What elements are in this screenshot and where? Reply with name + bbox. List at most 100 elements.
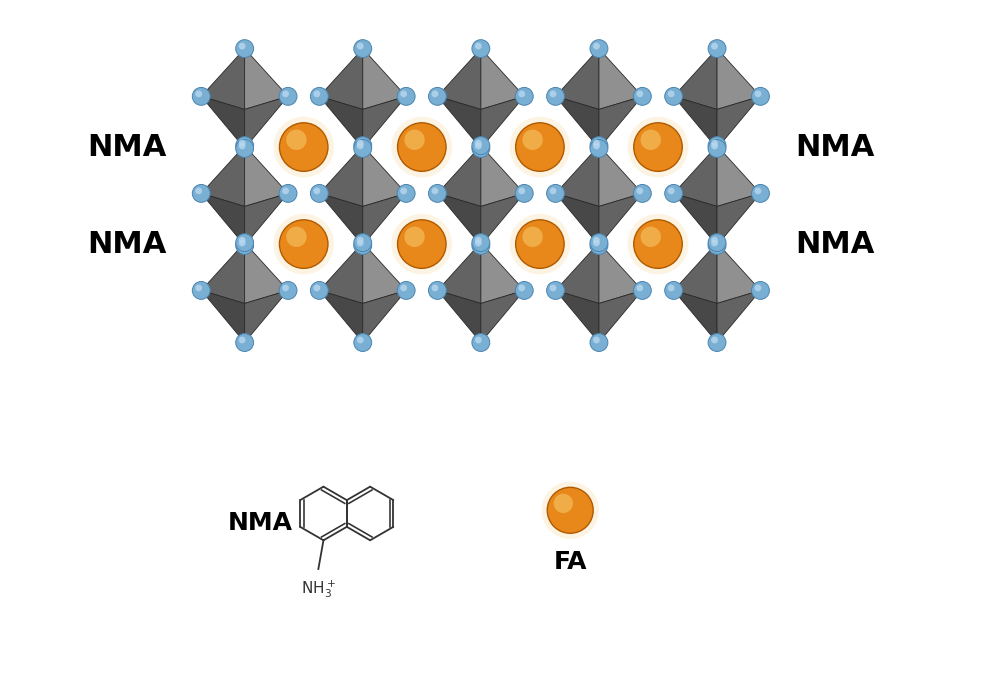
Circle shape — [195, 188, 202, 195]
Circle shape — [357, 336, 364, 343]
Circle shape — [239, 142, 246, 149]
Polygon shape — [599, 49, 642, 109]
Circle shape — [195, 90, 202, 97]
Circle shape — [708, 234, 726, 252]
Circle shape — [236, 236, 254, 254]
Polygon shape — [599, 243, 642, 304]
Circle shape — [195, 284, 202, 291]
Polygon shape — [245, 146, 288, 206]
Circle shape — [475, 140, 482, 147]
Polygon shape — [556, 243, 599, 304]
Circle shape — [397, 88, 415, 106]
Circle shape — [192, 184, 210, 202]
Polygon shape — [674, 97, 717, 149]
Polygon shape — [201, 97, 245, 149]
Polygon shape — [245, 193, 288, 245]
Circle shape — [634, 220, 682, 268]
Polygon shape — [481, 146, 524, 206]
Circle shape — [590, 40, 608, 58]
Circle shape — [708, 140, 726, 157]
Circle shape — [236, 140, 254, 157]
Circle shape — [668, 284, 675, 291]
Text: $\mathregular{NH_3^+}$: $\mathregular{NH_3^+}$ — [301, 579, 336, 600]
Circle shape — [354, 40, 372, 58]
Circle shape — [665, 88, 683, 106]
Circle shape — [354, 334, 372, 352]
Circle shape — [282, 284, 289, 291]
Circle shape — [279, 184, 297, 202]
Circle shape — [641, 129, 661, 150]
Circle shape — [472, 40, 490, 58]
Polygon shape — [674, 291, 717, 343]
Polygon shape — [599, 97, 642, 149]
Circle shape — [313, 90, 320, 97]
Circle shape — [286, 129, 307, 150]
Circle shape — [708, 137, 726, 154]
Circle shape — [286, 227, 307, 247]
Circle shape — [752, 88, 769, 106]
Circle shape — [628, 214, 688, 275]
Circle shape — [668, 90, 675, 97]
Polygon shape — [556, 291, 599, 343]
Circle shape — [273, 117, 334, 177]
Circle shape — [475, 42, 482, 49]
Circle shape — [633, 184, 651, 202]
Circle shape — [665, 281, 683, 300]
Polygon shape — [556, 193, 599, 245]
Circle shape — [239, 140, 246, 147]
Text: NMA: NMA — [796, 229, 875, 259]
Circle shape — [515, 88, 533, 106]
Polygon shape — [363, 49, 406, 109]
Circle shape — [357, 237, 364, 243]
Circle shape — [541, 482, 599, 539]
Polygon shape — [363, 193, 406, 245]
Circle shape — [516, 123, 564, 171]
Circle shape — [273, 214, 334, 275]
Polygon shape — [556, 97, 599, 149]
Circle shape — [665, 184, 683, 202]
Circle shape — [310, 88, 328, 106]
Circle shape — [755, 90, 761, 97]
Circle shape — [279, 220, 328, 268]
Polygon shape — [717, 243, 760, 304]
Circle shape — [634, 123, 682, 171]
Circle shape — [279, 88, 297, 106]
Circle shape — [711, 240, 718, 247]
Circle shape — [391, 214, 452, 275]
Polygon shape — [245, 97, 288, 149]
Circle shape — [475, 237, 482, 243]
Circle shape — [554, 493, 573, 513]
Polygon shape — [363, 291, 406, 343]
Text: NMA: NMA — [87, 133, 166, 161]
Circle shape — [590, 334, 608, 352]
Polygon shape — [319, 97, 363, 149]
Circle shape — [432, 188, 438, 195]
Circle shape — [282, 188, 289, 195]
Circle shape — [192, 88, 210, 106]
Circle shape — [755, 188, 761, 195]
Polygon shape — [437, 146, 481, 206]
Polygon shape — [319, 49, 363, 109]
Circle shape — [636, 284, 643, 291]
Circle shape — [432, 284, 438, 291]
Circle shape — [239, 237, 246, 243]
Text: NMA: NMA — [796, 133, 875, 161]
Circle shape — [472, 334, 490, 352]
Circle shape — [708, 334, 726, 352]
Circle shape — [711, 336, 718, 343]
Circle shape — [755, 284, 761, 291]
Circle shape — [593, 336, 600, 343]
Circle shape — [239, 240, 246, 247]
Circle shape — [633, 88, 651, 106]
Polygon shape — [245, 243, 288, 304]
Circle shape — [711, 142, 718, 149]
Circle shape — [522, 129, 543, 150]
Polygon shape — [674, 49, 717, 109]
Circle shape — [282, 90, 289, 97]
Circle shape — [752, 184, 769, 202]
Circle shape — [547, 184, 564, 202]
Circle shape — [354, 137, 372, 154]
Circle shape — [628, 117, 688, 177]
Circle shape — [475, 240, 482, 247]
Polygon shape — [717, 49, 760, 109]
